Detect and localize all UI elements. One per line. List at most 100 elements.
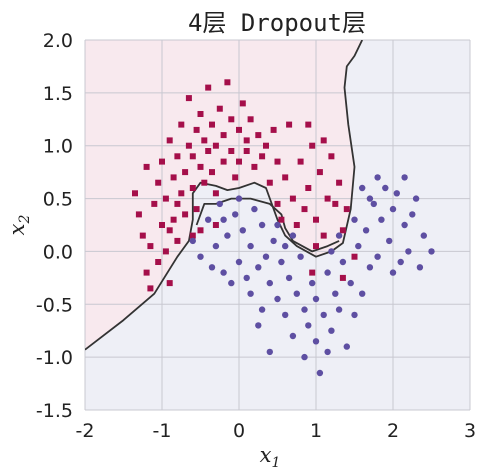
data-point-circle bbox=[274, 221, 281, 229]
data-point-circle bbox=[255, 264, 262, 271]
data-point-square bbox=[301, 206, 308, 213]
data-point-square bbox=[159, 158, 165, 165]
data-point-circle bbox=[359, 290, 366, 297]
data-point-square bbox=[139, 232, 146, 239]
region-class0 bbox=[85, 40, 363, 350]
data-point-circle bbox=[247, 290, 254, 297]
x-tick-label: -1 bbox=[153, 420, 172, 442]
data-point-circle bbox=[216, 200, 223, 208]
data-point-square bbox=[320, 137, 327, 144]
data-point-square bbox=[343, 206, 350, 213]
data-point-square bbox=[293, 222, 300, 228]
data-point-circle bbox=[208, 264, 216, 271]
data-point-circle bbox=[339, 258, 347, 266]
data-point-circle bbox=[282, 242, 289, 250]
data-point-square bbox=[174, 153, 181, 160]
data-point-circle bbox=[293, 290, 300, 297]
data-point-square bbox=[189, 232, 196, 239]
data-point-circle bbox=[239, 227, 246, 234]
data-point-circle bbox=[324, 269, 331, 276]
data-point-circle bbox=[285, 274, 293, 282]
x-tick-label: 3 bbox=[464, 420, 476, 442]
data-point-square bbox=[182, 211, 189, 218]
data-point-square bbox=[155, 179, 162, 186]
data-point-circle bbox=[301, 353, 308, 361]
x-tick-label: -2 bbox=[76, 420, 95, 442]
data-point-square bbox=[159, 222, 165, 228]
data-point-circle bbox=[386, 237, 393, 245]
data-point-square bbox=[309, 142, 316, 149]
data-point-square bbox=[286, 121, 293, 128]
x-axis-label: x1 bbox=[260, 443, 281, 471]
data-point-square bbox=[220, 132, 227, 139]
data-point-circle bbox=[401, 221, 408, 229]
x-axis-label-sub: 1 bbox=[271, 455, 280, 471]
data-point-square bbox=[166, 137, 173, 144]
y-tick-label: 0.0 bbox=[43, 241, 73, 263]
x-tick-label: 0 bbox=[233, 420, 245, 442]
data-point-square bbox=[209, 121, 215, 128]
data-point-circle bbox=[324, 348, 331, 356]
data-point-circle bbox=[289, 332, 297, 340]
y-tick-label: -0.5 bbox=[36, 294, 73, 316]
data-point-circle bbox=[351, 216, 358, 223]
data-point-circle bbox=[282, 311, 289, 319]
data-point-square bbox=[339, 227, 346, 234]
y-tick-label: 1.0 bbox=[43, 136, 73, 158]
data-point-square bbox=[209, 169, 215, 176]
data-point-circle bbox=[312, 295, 320, 303]
data-point-square bbox=[212, 222, 219, 228]
data-point-square bbox=[274, 200, 281, 207]
data-point-square bbox=[297, 158, 304, 165]
data-point-square bbox=[332, 200, 339, 207]
data-point-circle bbox=[205, 216, 212, 223]
data-point-square bbox=[166, 280, 173, 287]
data-point-square bbox=[309, 269, 316, 276]
data-point-circle bbox=[362, 227, 370, 234]
data-point-circle bbox=[320, 311, 327, 319]
data-point-circle bbox=[370, 200, 377, 208]
data-point-square bbox=[336, 179, 343, 186]
y-axis-label-main: x bbox=[5, 223, 29, 235]
data-point-square bbox=[282, 174, 289, 181]
y-axis-label: x2 bbox=[5, 215, 33, 236]
data-point-circle bbox=[401, 174, 408, 181]
tick-labels: -2 -1 0 1 2 3 -1.5 -1.0 -0.5 0.0 0.5 1.0 1.5 2.0 bbox=[36, 30, 476, 442]
boundary-line bbox=[85, 40, 364, 351]
data-point-circle bbox=[332, 290, 339, 297]
data-point-circle bbox=[416, 264, 424, 271]
data-point-circle bbox=[235, 258, 243, 266]
chart-title: 4层 Dropout层 bbox=[188, 9, 366, 37]
data-point-square bbox=[278, 216, 285, 223]
data-point-square bbox=[197, 227, 204, 234]
y-tick-label: -1.0 bbox=[36, 347, 73, 369]
data-point-square bbox=[197, 163, 204, 170]
data-point-circle bbox=[278, 258, 285, 266]
data-point-square bbox=[220, 158, 227, 165]
boundary-line bbox=[195, 197, 340, 253]
data-point-circle bbox=[312, 338, 320, 345]
data-point-circle bbox=[366, 195, 374, 202]
data-point-square bbox=[166, 227, 173, 234]
data-point-square bbox=[232, 174, 239, 181]
data-point-square bbox=[212, 142, 219, 149]
data-point-circle bbox=[251, 205, 258, 213]
data-point-square bbox=[205, 84, 212, 91]
y-tick-label: 2.0 bbox=[43, 30, 73, 52]
data-point-square bbox=[324, 195, 331, 202]
data-point-circle bbox=[428, 248, 435, 255]
data-point-square bbox=[201, 179, 208, 186]
data-point-circle bbox=[220, 269, 227, 276]
data-point-circle bbox=[366, 264, 374, 271]
data-point-circle bbox=[316, 369, 324, 377]
data-point-circle bbox=[389, 269, 397, 276]
data-point-circle bbox=[359, 184, 366, 192]
data-point-square bbox=[147, 285, 154, 292]
data-point-square bbox=[243, 137, 250, 144]
data-point-circle bbox=[247, 242, 254, 250]
data-point-square bbox=[174, 200, 181, 207]
data-point-square bbox=[255, 132, 262, 139]
data-point-square bbox=[193, 206, 200, 213]
data-point-circle bbox=[224, 232, 231, 239]
data-point-square bbox=[328, 153, 335, 160]
